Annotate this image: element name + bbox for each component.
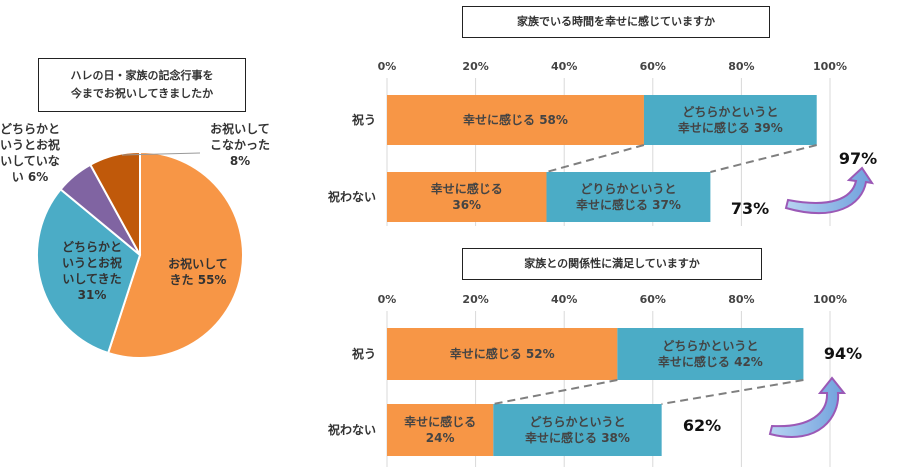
arrows — [768, 166, 875, 438]
tick-label-3: 60% — [640, 60, 666, 73]
pie-slice-0 — [106, 150, 244, 359]
increase-arrow-1 — [784, 166, 875, 215]
connector-line-0 — [546, 144, 645, 173]
bar-segment-0-0 — [387, 95, 644, 145]
category-label-1: 祝わない — [328, 189, 376, 204]
bar-segment-0-1 — [643, 95, 817, 145]
tick-label-3: 60% — [640, 293, 666, 306]
total-label-1: 62% — [683, 416, 721, 435]
category-label-1: 祝わない — [328, 422, 376, 437]
increase-arrow-2 — [768, 376, 847, 438]
pie-slice-1 — [36, 187, 142, 355]
pie-leader-line — [121, 152, 201, 156]
bar-chart-1: 0% 20% 40% 60% 80% 100% 祝う 幸せに感じる 58% どちらかというと幸せ… — [328, 60, 877, 226]
tick-label-1: 20% — [462, 293, 488, 306]
pie-chart: お祝いしてきた 55% どちらかというとお祝いしてきた 31%どちらかというとお祝い… — [0, 121, 270, 359]
pie-slice-3 — [89, 150, 141, 256]
bar-chart-1-title-text: 家族でいる時間を幸せに感じていますか — [517, 15, 715, 28]
bar-segment-1-0 — [387, 404, 494, 456]
tick-label-5: 100% — [813, 60, 847, 73]
bar-segment-1-1 — [546, 172, 711, 222]
tick-label-1: 20% — [462, 60, 488, 73]
pie-title-line-2: 今までお祝いしてきましたか — [70, 87, 214, 100]
bar-chart-2-title: 家族との関係性に満足していますか — [462, 248, 762, 280]
connector-line-1 — [710, 144, 817, 173]
bar-label-1-1: どちらかというと幸せに感じる 38% — [525, 415, 630, 445]
bar-label-0-1: どちらかというと幸せに感じる 42% — [658, 339, 763, 369]
total-label-0: 94% — [824, 344, 862, 363]
bar-label-0-1: どちらかというと幸せに感じる 39% — [678, 105, 783, 135]
bar-segment-1-1 — [493, 404, 662, 456]
tick-label-0: 0% — [378, 60, 397, 73]
pie-title-line-1: ハレの日・家族の記念行事を — [70, 69, 214, 82]
bar-segment-0-1 — [617, 328, 804, 380]
bar-label-1-1: どりらかというと幸せに感じる 37% — [576, 182, 681, 212]
bar-chart-2: 0% 20% 40% 60% 80% 100% 祝う 幸せに感じる 52% どちらかというと幸せ… — [328, 293, 862, 467]
category-label-0: 祝う — [352, 112, 376, 127]
bar-chart-2-title-text: 家族との関係性に満足していますか — [524, 257, 700, 270]
tick-label-2: 40% — [551, 293, 577, 306]
bar-segment-1-0 — [387, 172, 547, 222]
connector-line-0 — [493, 379, 618, 405]
bar-segment-0-0 — [387, 328, 618, 380]
bar-label-0-0: 幸せに感じる 58% — [463, 112, 568, 127]
bar-label-1-0: 幸せに感じる 24% — [404, 414, 476, 445]
tick-label-5: 100% — [813, 293, 847, 306]
tick-label-4: 80% — [728, 60, 754, 73]
connector-line-1 — [661, 379, 804, 405]
pie-slice-label-2: どちらかというとお祝いしていない 6% — [0, 122, 60, 184]
total-label-1: 73% — [731, 199, 769, 218]
bar-label-0-0: 幸せに感じる 52% — [450, 346, 555, 361]
bar-chart-1-title: 家族でいる時間を幸せに感じていますか — [462, 6, 770, 38]
pie-slice-label-1: どちらかというとお祝いしてきた 31% — [62, 240, 122, 302]
pie-slice-label-0: お祝いしてきた 55% — [168, 256, 228, 287]
bar-label-1-0: 幸せに感じる 36% — [431, 181, 503, 212]
total-label-0: 97% — [839, 149, 877, 168]
pie-chart-title: ハレの日・家族の記念行事を 今までお祝いしてきましたか — [38, 58, 246, 112]
pie-slice-label-3: お祝いしてこなかった 8% — [210, 121, 270, 168]
category-label-0: 祝う — [352, 346, 376, 361]
tick-label-2: 40% — [551, 60, 577, 73]
tick-label-4: 80% — [728, 293, 754, 306]
tick-label-0: 0% — [378, 293, 397, 306]
